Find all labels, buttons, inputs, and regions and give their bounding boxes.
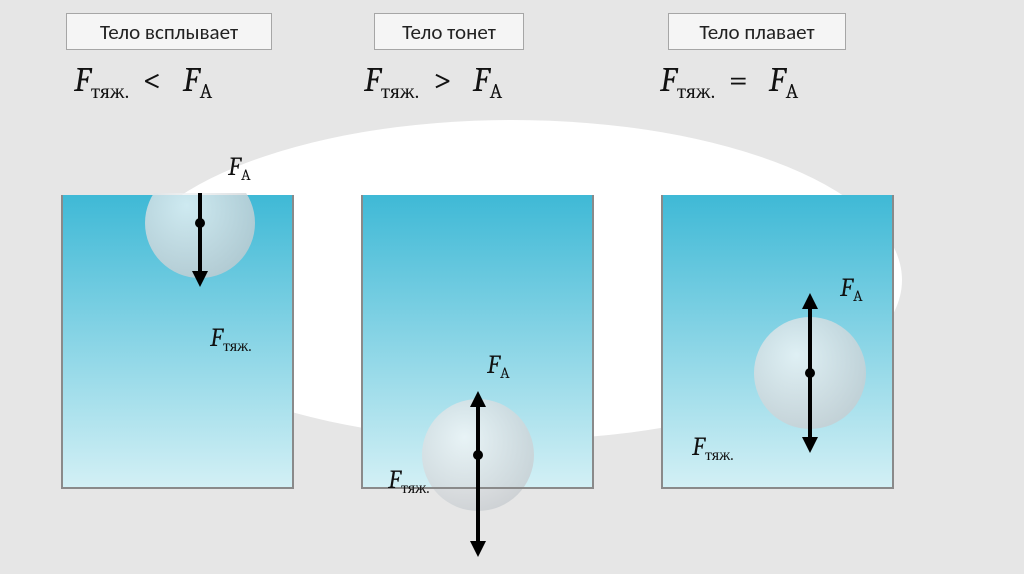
formula-rhs-sub: A bbox=[200, 80, 213, 104]
ft-label-2: Fтяж. bbox=[388, 465, 430, 495]
title-sink: Тело тонет bbox=[374, 13, 524, 50]
formula-lhs: F bbox=[364, 60, 381, 100]
formula-lhs-sub: тяж. bbox=[91, 80, 129, 104]
formula-rhs: F bbox=[769, 60, 786, 100]
title-float-up-label: Тело всплывает bbox=[100, 19, 238, 45]
title-sink-label: Тело тонет bbox=[402, 19, 496, 45]
fa-label-3: FA bbox=[840, 273, 863, 303]
formula-float-up: Fтяж. < FA bbox=[74, 60, 213, 100]
formula-lhs-sub: тяж. bbox=[381, 80, 419, 104]
ft-label-1: Fтяж. bbox=[210, 323, 252, 353]
container-float-up bbox=[60, 193, 295, 553]
formula-lhs: F bbox=[660, 60, 677, 100]
formula-neutral: Fтяж. = FA bbox=[660, 60, 799, 100]
title-float-up: Тело всплывает bbox=[66, 13, 272, 50]
fa-label-1: FA bbox=[228, 152, 251, 182]
formula-lhs: F bbox=[74, 60, 91, 100]
formula-op: = bbox=[723, 60, 754, 100]
formula-rhs: F bbox=[473, 60, 490, 100]
formula-lhs-sub: тяж. bbox=[677, 80, 715, 104]
ft-label-3: Fтяж. bbox=[692, 432, 734, 462]
title-neutral-label: Тело плавает bbox=[699, 19, 814, 45]
formula-rhs-sub: A bbox=[490, 80, 503, 104]
formula-op: > bbox=[427, 60, 458, 100]
fa-label-2: FA bbox=[487, 350, 510, 380]
formula-op: < bbox=[137, 60, 168, 100]
title-neutral: Тело плавает bbox=[668, 13, 846, 50]
container-sink bbox=[360, 193, 595, 573]
formula-rhs-sub: A bbox=[786, 80, 799, 104]
formula-sink: Fтяж. > FA bbox=[364, 60, 503, 100]
formula-rhs: F bbox=[183, 60, 200, 100]
